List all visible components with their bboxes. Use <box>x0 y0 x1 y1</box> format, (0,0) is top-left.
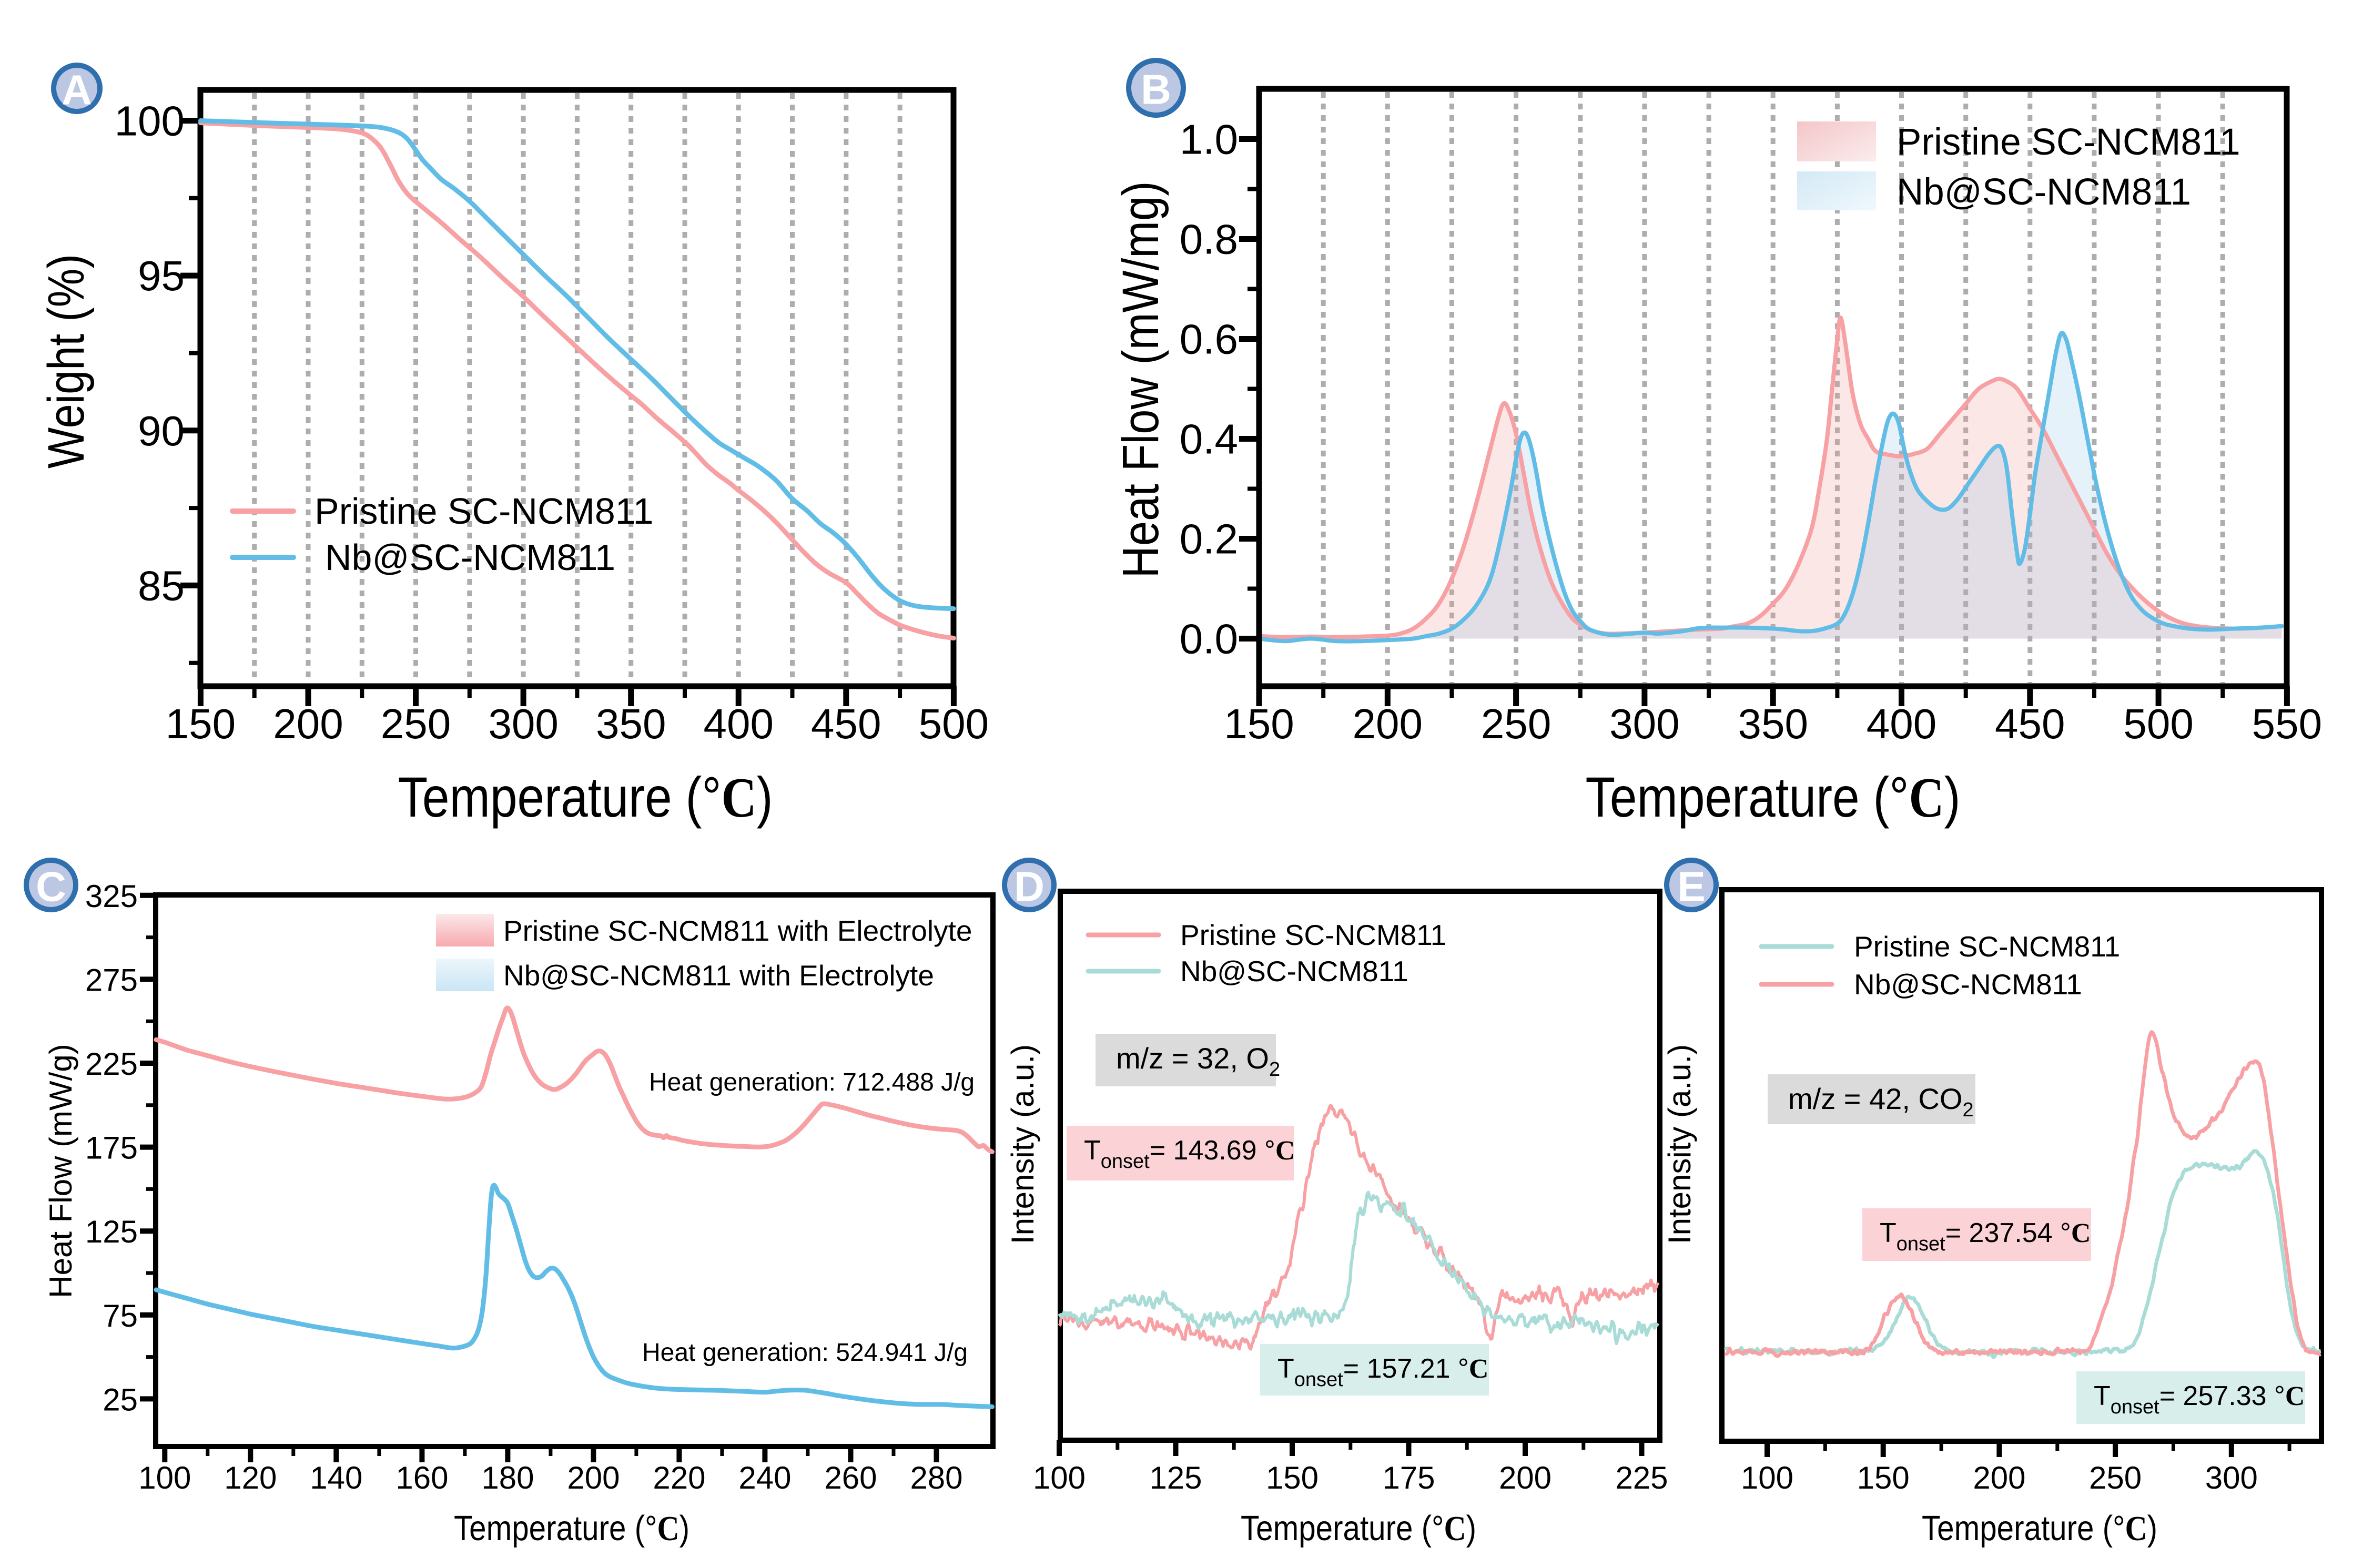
svg-text:240: 240 <box>738 1460 791 1495</box>
svg-text:200: 200 <box>1499 1460 1551 1495</box>
svg-text:Nb@SC-NCM811: Nb@SC-NCM811 <box>325 537 615 578</box>
svg-text:450: 450 <box>1995 700 2065 747</box>
svg-text:75: 75 <box>103 1298 138 1333</box>
svg-text:Pristine SC-NCM811: Pristine SC-NCM811 <box>1897 121 2240 163</box>
svg-text:Heat generation: 712.488 J/g: Heat generation: 712.488 J/g <box>649 1068 975 1096</box>
svg-text:Nb@SC-NCM811: Nb@SC-NCM811 <box>1897 171 2191 213</box>
svg-text:Temperature (°C): Temperature (°C) <box>454 1509 689 1548</box>
svg-text:125: 125 <box>85 1214 138 1249</box>
svg-text:280: 280 <box>910 1460 962 1495</box>
svg-text:Nb@SC-NCM811: Nb@SC-NCM811 <box>1854 968 2082 1001</box>
svg-text:100: 100 <box>138 1460 191 1495</box>
svg-text:m/z = 42, CO2: m/z = 42, CO2 <box>1788 1082 1974 1121</box>
svg-text:200: 200 <box>567 1460 620 1495</box>
svg-text:100: 100 <box>1033 1460 1086 1495</box>
svg-text:Temperature (°C): Temperature (°C) <box>1241 1509 1476 1548</box>
svg-text:260: 260 <box>824 1460 877 1495</box>
svg-text:300: 300 <box>2205 1460 2258 1495</box>
svg-text:500: 500 <box>2123 700 2193 747</box>
svg-text:Pristine SC-NCM811: Pristine SC-NCM811 <box>1854 930 2120 963</box>
svg-text:200: 200 <box>1973 1460 2025 1495</box>
svg-text:450: 450 <box>811 700 881 747</box>
svg-text:E: E <box>1677 863 1705 910</box>
svg-text:350: 350 <box>1738 700 1808 747</box>
svg-text:Heat generation: 524.941 J/g: Heat generation: 524.941 J/g <box>642 1339 968 1367</box>
svg-text:90: 90 <box>138 408 185 454</box>
svg-text:400: 400 <box>1867 700 1936 747</box>
svg-text:D: D <box>1014 863 1044 910</box>
svg-text:180: 180 <box>481 1460 534 1495</box>
svg-text:100: 100 <box>115 98 185 145</box>
svg-text:400: 400 <box>703 700 773 747</box>
svg-text:Intensity (a.u.): Intensity (a.u.) <box>1005 1044 1040 1244</box>
svg-text:250: 250 <box>2089 1460 2142 1495</box>
svg-text:C: C <box>36 863 66 910</box>
svg-text:Nb@SC-NCM811 with Electrolyte: Nb@SC-NCM811 with Electrolyte <box>503 959 934 992</box>
svg-text:0.2: 0.2 <box>1180 516 1238 563</box>
svg-text:Temperature (°C): Temperature (°C) <box>1922 1509 2157 1548</box>
svg-text:225: 225 <box>85 1046 138 1082</box>
svg-text:160: 160 <box>396 1460 448 1495</box>
svg-text:120: 120 <box>224 1460 277 1495</box>
svg-text:175: 175 <box>1382 1460 1435 1495</box>
svg-text:85: 85 <box>138 562 185 609</box>
svg-text:m/z = 32, O2: m/z = 32, O2 <box>1116 1042 1280 1081</box>
svg-text:Pristine SC-NCM811 with Electr: Pristine SC-NCM811 with Electrolyte <box>503 914 972 947</box>
svg-text:220: 220 <box>653 1460 705 1495</box>
svg-text:0.6: 0.6 <box>1180 316 1238 363</box>
svg-text:150: 150 <box>166 700 236 747</box>
svg-text:550: 550 <box>2252 700 2322 747</box>
svg-text:95: 95 <box>138 252 185 299</box>
svg-text:150: 150 <box>1266 1460 1319 1495</box>
svg-text:325: 325 <box>85 879 138 914</box>
svg-text:200: 200 <box>1353 700 1423 747</box>
svg-text:25: 25 <box>103 1382 138 1417</box>
svg-text:Intensity (a.u.): Intensity (a.u.) <box>1662 1044 1697 1244</box>
svg-text:275: 275 <box>85 962 138 997</box>
svg-text:175: 175 <box>85 1131 138 1166</box>
svg-text:A: A <box>62 67 92 114</box>
svg-text:350: 350 <box>596 700 666 747</box>
svg-text:140: 140 <box>310 1460 362 1495</box>
svg-text:150: 150 <box>1857 1460 1910 1495</box>
svg-text:0.4: 0.4 <box>1180 416 1238 463</box>
svg-text:200: 200 <box>273 700 343 747</box>
svg-text:Heat Flow (mW/g): Heat Flow (mW/g) <box>43 1044 78 1298</box>
svg-text:Temperature (°C): Temperature (°C) <box>1586 765 1961 829</box>
svg-text:300: 300 <box>1609 700 1679 747</box>
svg-text:125: 125 <box>1149 1460 1202 1495</box>
svg-text:Pristine SC-NCM811: Pristine SC-NCM811 <box>1180 919 1446 951</box>
svg-text:225: 225 <box>1615 1460 1668 1495</box>
svg-text:1.0: 1.0 <box>1180 116 1238 163</box>
svg-text:100: 100 <box>1741 1460 1793 1495</box>
svg-text:150: 150 <box>1224 700 1294 747</box>
svg-text:B: B <box>1141 66 1171 113</box>
svg-text:250: 250 <box>1481 700 1551 747</box>
svg-text:Nb@SC-NCM811: Nb@SC-NCM811 <box>1180 955 1408 987</box>
svg-text:Pristine SC-NCM811: Pristine SC-NCM811 <box>315 491 653 532</box>
svg-text:250: 250 <box>381 700 451 747</box>
svg-text:500: 500 <box>919 700 989 747</box>
svg-text:Heat Flow (mW/mg): Heat Flow (mW/mg) <box>1112 181 1169 578</box>
svg-text:Temperature (°C): Temperature (°C) <box>398 765 773 829</box>
svg-text:Weight (%): Weight (%) <box>37 254 95 469</box>
svg-text:300: 300 <box>488 700 558 747</box>
svg-text:0.0: 0.0 <box>1180 616 1238 663</box>
svg-text:0.8: 0.8 <box>1180 216 1238 263</box>
